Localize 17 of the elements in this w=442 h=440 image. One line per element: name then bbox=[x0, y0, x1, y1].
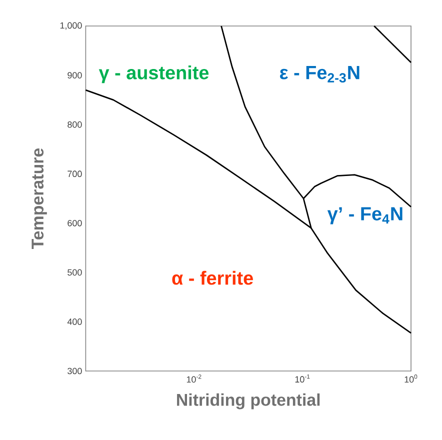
y-tick-label: 800 bbox=[68, 121, 82, 128]
y-tick-label: 500 bbox=[68, 269, 82, 276]
annotation: ε - Fe$_{2-3}$N bbox=[280, 66, 360, 83]
y-tick-label: 400 bbox=[67, 318, 82, 325]
annotation: α - ferrite bbox=[172, 270, 253, 285]
y-axis-title: Temperature bbox=[32, 148, 47, 249]
x-tick-label: 10$^{-2}$ bbox=[186, 374, 202, 383]
x-tick-label: 10$^{-1}$ bbox=[295, 374, 310, 383]
y-tick-label: 600 bbox=[68, 220, 82, 226]
y-tick-label: 900 bbox=[68, 72, 82, 78]
y-tick-label: 700 bbox=[68, 170, 82, 178]
annotation: γ’ - Fe$_{4}$N bbox=[327, 207, 402, 224]
x-tick-label: 10$^{0}$ bbox=[404, 374, 418, 383]
x-axis-title: Nitriding potential bbox=[177, 393, 320, 410]
annotation: γ - austenite bbox=[98, 65, 209, 84]
y-tick-label: 1,000 bbox=[60, 22, 82, 30]
y-tick-label: 300 bbox=[68, 368, 82, 374]
